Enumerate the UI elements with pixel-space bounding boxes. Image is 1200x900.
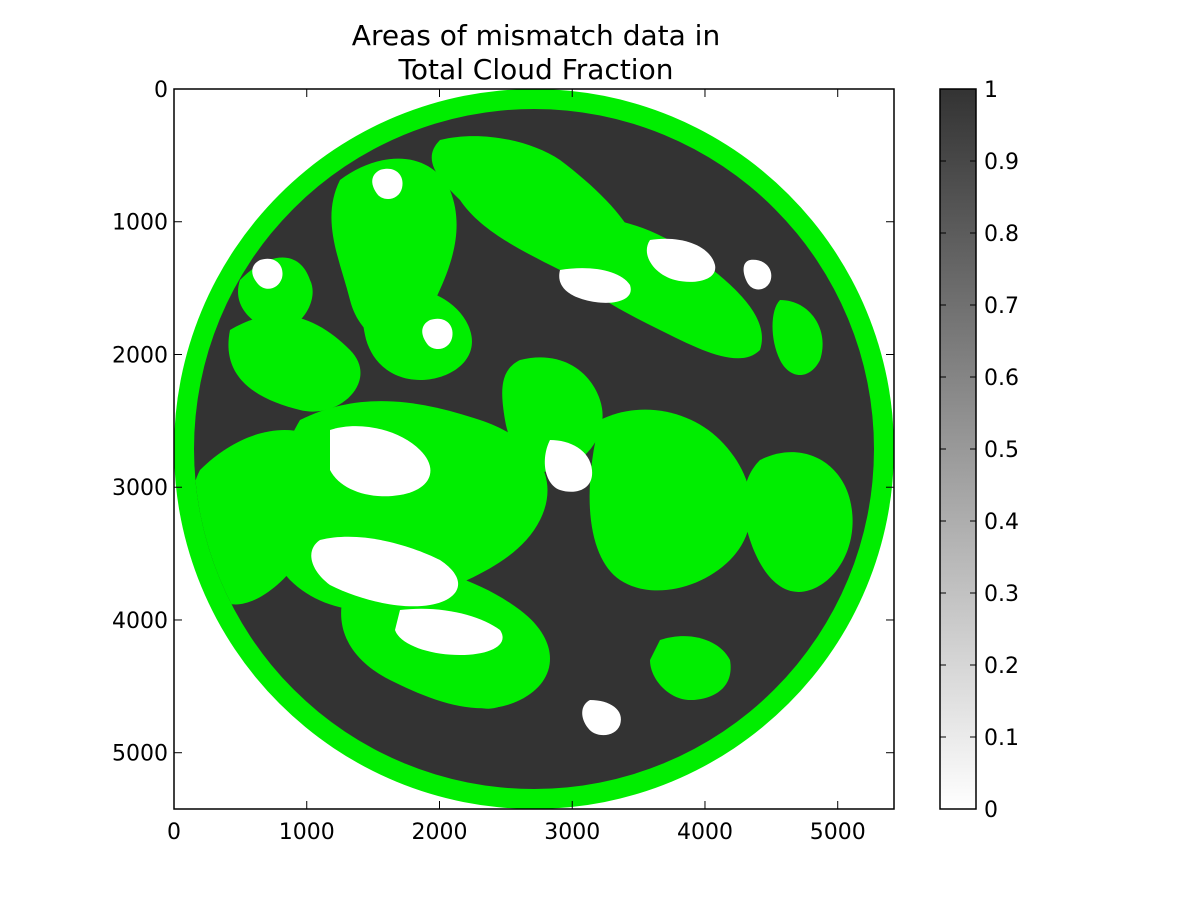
low-value-regions	[252, 168, 772, 736]
axes-frame	[173, 88, 895, 810]
colorbar-tick-label: 0.8	[984, 222, 1019, 247]
x-tick-label: 2000	[411, 820, 467, 845]
y-tick-label: 0	[154, 78, 168, 103]
x-tick-label: 1000	[279, 820, 335, 845]
x-tick-label: 3000	[544, 820, 600, 845]
satellite-image	[174, 89, 894, 809]
y-tick-label: 5000	[112, 742, 168, 767]
x-tick-label: 5000	[810, 820, 866, 845]
colorbar-tick-label: 0.9	[984, 150, 1019, 175]
colorbar-tick-label: 0.2	[984, 654, 1019, 679]
colorbar-tick-label: 0.4	[984, 510, 1019, 535]
colorbar-tick-label: 0.5	[984, 438, 1019, 463]
chart-title-line-1: Areas of mismatch data in	[352, 19, 720, 52]
colorbar-ticks: 0 0.1 0.2 0.3 0.4 0.5 0.6 0.7 0.8 0.9 1	[940, 78, 1019, 823]
chart-title-line-2: Total Cloud Fraction	[398, 53, 674, 86]
x-tick-label: 0	[167, 820, 181, 845]
disk-texture	[194, 136, 853, 736]
y-axis: 0 1000 2000 3000 4000 5000	[112, 78, 894, 767]
y-tick-label: 2000	[112, 343, 168, 368]
y-tick-label: 3000	[112, 476, 168, 501]
colorbar: 0 0.1 0.2 0.3 0.4 0.5 0.6 0.7 0.8 0.9 1	[939, 78, 1019, 823]
colorbar-tick-label: 0	[984, 798, 998, 823]
colorbar-tick-label: 0.7	[984, 294, 1019, 319]
x-axis: 0 1000 2000 3000 4000 5000	[167, 89, 866, 845]
y-tick-label: 1000	[112, 211, 168, 236]
colorbar-tick-label: 0.6	[984, 366, 1019, 391]
y-tick-label: 4000	[112, 609, 168, 634]
colorbar-tick-label: 0.3	[984, 582, 1019, 607]
colorbar-tick-label: 0.1	[984, 726, 1019, 751]
colorbar-tick-label: 1	[984, 78, 998, 103]
x-tick-label: 4000	[677, 820, 733, 845]
